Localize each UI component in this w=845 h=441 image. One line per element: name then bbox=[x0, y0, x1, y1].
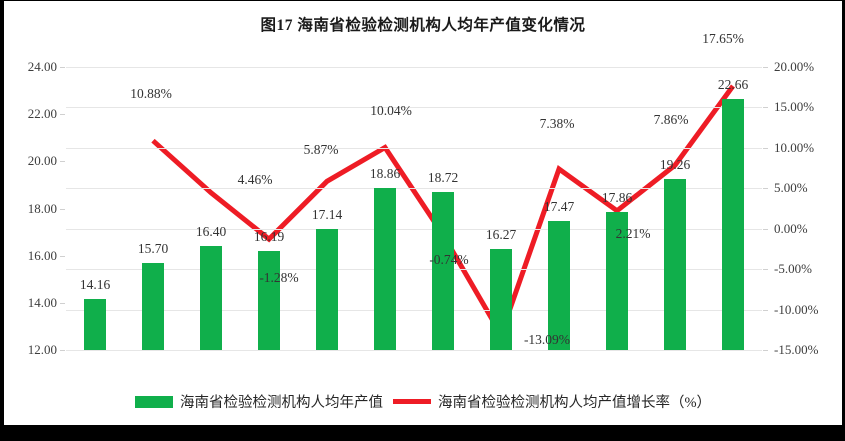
y-axis-left-tick-label: 20.00 bbox=[27, 153, 57, 169]
x-axis-tick-label-2021: 2021 bbox=[529, 424, 589, 425]
bar-2020[interactable] bbox=[490, 249, 512, 350]
x-axis-tick-label-2018: 2018 bbox=[355, 424, 415, 425]
bar-value-label-2017: 17.14 bbox=[311, 206, 343, 222]
y-axis-right-tick bbox=[763, 228, 768, 230]
y-axis-right-tick bbox=[763, 188, 768, 190]
x-axis-tick-label-2019: 2019 bbox=[413, 424, 473, 425]
x-axis-tick-label-2015: 2015 bbox=[181, 424, 241, 425]
y-axis-left-tick-label: 24.00 bbox=[27, 59, 57, 74]
gridline bbox=[66, 147, 762, 149]
bar-value-label-2014: 15.70 bbox=[137, 240, 169, 256]
growth-rate-label-2015: 4.46% bbox=[237, 171, 273, 187]
y-axis-right-tick-label: 20.00% bbox=[774, 59, 815, 74]
growth-rate-label-2022: 2.21% bbox=[615, 225, 651, 241]
gridline bbox=[66, 107, 762, 109]
chart-legend: 海南省检验检测机构人均年产值 海南省检验检测机构人均产值增长率（%） bbox=[4, 391, 842, 412]
y-axis-left-tick bbox=[60, 114, 65, 116]
bar-2023[interactable] bbox=[664, 178, 686, 350]
gridline bbox=[66, 228, 762, 230]
y-axis-right-tick bbox=[763, 269, 768, 271]
bar-value-label-2022: 17.86 bbox=[601, 189, 633, 205]
growth-rate-label-2021: 7.38% bbox=[539, 116, 575, 132]
y-axis-left-tick bbox=[60, 208, 65, 210]
legend-line-swatch-icon bbox=[392, 399, 431, 404]
bar-2022[interactable] bbox=[606, 211, 628, 350]
bar-2019[interactable] bbox=[432, 191, 454, 350]
x-axis-tick-label-2020: 2020 bbox=[471, 424, 531, 425]
y-axis-right-tick bbox=[763, 67, 768, 68]
y-axis-left-tick bbox=[60, 350, 65, 351]
y-axis-left-tick bbox=[60, 161, 65, 163]
y-axis-left-tick-label: 16.00 bbox=[27, 247, 57, 263]
growth-rate-label-2018: 10.04% bbox=[370, 102, 412, 118]
gridline bbox=[66, 188, 762, 190]
growth-rate-label-2020: -13.09% bbox=[523, 331, 571, 347]
bar-2014[interactable] bbox=[142, 262, 164, 350]
y-axis-left-tick bbox=[60, 302, 65, 304]
x-axis-tick-label-2024: 2024 bbox=[703, 424, 763, 425]
bar-value-label-2023: 19.26 bbox=[659, 156, 691, 172]
chart-card: 图17 海南省检验检测机构人均年产值变化情况 -15.00% -10.00% -5.… bbox=[4, 1, 842, 425]
x-axis-tick-label-2014: 2014 bbox=[123, 424, 183, 425]
legend-item-label: 海南省检验检测机构人均产值增长率（%） bbox=[437, 395, 712, 411]
legend-item-bar[interactable]: 海南省检验检测机构人均年产值 bbox=[134, 391, 383, 412]
bar-value-label-2020: 16.27 bbox=[485, 227, 517, 243]
legend-item-label: 海南省检验检测机构人均年产值 bbox=[179, 395, 383, 411]
plot-area: -15.00% -10.00% -5.00% 0.00% 5.00% 10.00% 15.0… bbox=[28, 31, 819, 425]
growth-rate-label-2016: -1.28% bbox=[259, 270, 299, 286]
y-axis-right-tick-label: 5.00% bbox=[774, 180, 808, 196]
bar-2021[interactable] bbox=[548, 220, 570, 350]
legend-item-line[interactable]: 海南省检验检测机构人均产值增长率（%） bbox=[392, 391, 712, 412]
y-axis-right-tick-label: 10.00% bbox=[774, 139, 815, 155]
bar-value-label-2021: 17.47 bbox=[543, 198, 575, 214]
gridline bbox=[66, 350, 762, 351]
x-axis-tick-label-2013: 2013 bbox=[65, 424, 125, 425]
y-axis-right-tick-label: 0.00% bbox=[774, 220, 808, 236]
bar-value-label-2013: 14.16 bbox=[79, 277, 111, 293]
y-axis-left-tick-label: 22.00 bbox=[27, 106, 57, 122]
bar-2017[interactable] bbox=[316, 228, 338, 350]
bar-value-label-2016: 16.19 bbox=[253, 229, 285, 245]
y-axis-right-tick bbox=[763, 147, 768, 149]
y-axis-right-tick bbox=[763, 107, 768, 109]
x-axis-tick-label-2023: 2023 bbox=[645, 424, 705, 425]
growth-rate-label-2019: -0.74% bbox=[429, 251, 469, 267]
y-axis-right-tick-label: -15.00% bbox=[774, 342, 819, 357]
bar-value-label-2015: 16.40 bbox=[195, 224, 227, 240]
x-axis-tick-label-2016: 2016 bbox=[239, 424, 299, 425]
gridline bbox=[66, 309, 762, 311]
x-axis-tick-label-2022: 2022 bbox=[587, 424, 647, 425]
legend-bar-swatch-icon bbox=[134, 395, 173, 408]
x-axis-tick-label-2017: 2017 bbox=[297, 424, 357, 425]
bar-2018[interactable] bbox=[374, 188, 396, 350]
bar-2024[interactable] bbox=[722, 98, 744, 350]
gridline bbox=[66, 269, 762, 271]
gridline bbox=[66, 67, 762, 68]
y-axis-left-tick bbox=[60, 255, 65, 257]
bar-2013[interactable] bbox=[84, 299, 106, 350]
chart-title: 图17 海南省检验检测机构人均年产值变化情况 bbox=[260, 17, 586, 34]
y-axis-left-tick-label: 12.00 bbox=[27, 342, 57, 357]
bar-value-label-2018: 18.86 bbox=[369, 166, 401, 182]
bar-2015[interactable] bbox=[200, 246, 222, 350]
growth-rate-label-2024: 17.65% bbox=[702, 31, 744, 47]
y-axis-right-tick-label: 15.00% bbox=[774, 99, 815, 115]
bar-value-label-2024: 22.66 bbox=[717, 76, 749, 92]
y-axis-left-tick-label: 14.00 bbox=[27, 294, 57, 310]
y-axis-right-tick bbox=[763, 309, 768, 311]
y-axis-right-tick bbox=[763, 350, 768, 351]
bar-2016[interactable] bbox=[258, 251, 280, 350]
growth-rate-label-2023: 7.86% bbox=[653, 112, 689, 128]
y-axis-right-tick-label: -5.00% bbox=[774, 261, 812, 277]
growth-rate-label-2017: 5.87% bbox=[303, 142, 339, 158]
y-axis-left-tick-label: 18.00 bbox=[27, 200, 57, 216]
y-axis-right-tick-label: -10.00% bbox=[774, 301, 819, 317]
y-axis-left-tick bbox=[60, 67, 65, 68]
bar-value-label-2019: 18.72 bbox=[427, 169, 459, 185]
growth-rate-label-2014: 10.88% bbox=[130, 85, 172, 101]
